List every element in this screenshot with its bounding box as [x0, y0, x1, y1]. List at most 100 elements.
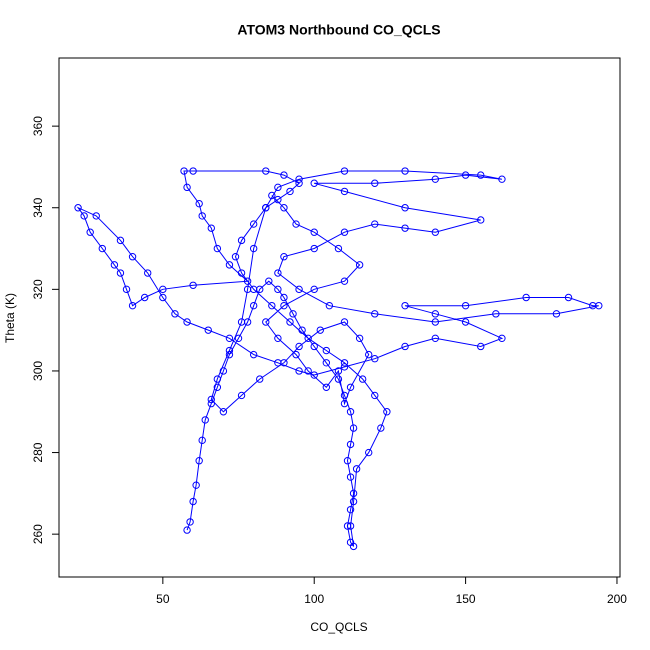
data-point — [292, 220, 300, 228]
data-point — [144, 269, 152, 277]
data-point — [243, 285, 252, 294]
data-point — [310, 179, 318, 187]
data-point — [274, 183, 282, 192]
data-point — [207, 399, 215, 408]
data-point — [159, 293, 167, 302]
data-point — [349, 497, 358, 506]
data-point — [213, 383, 222, 391]
data-point — [262, 167, 270, 175]
y-tick-label: 280 — [31, 442, 45, 462]
data-point — [355, 261, 364, 269]
data-point — [274, 269, 282, 277]
data-point — [461, 318, 470, 326]
x-tick-label: 200 — [607, 592, 627, 606]
y-tick-label: 300 — [31, 361, 45, 381]
data-point — [383, 408, 391, 416]
data-point — [346, 522, 355, 530]
data-point — [204, 326, 212, 334]
data-point — [334, 244, 343, 253]
data-point — [195, 199, 203, 208]
data-point — [183, 183, 191, 192]
data-point — [431, 175, 440, 183]
data-point — [401, 224, 409, 232]
data-point — [192, 481, 200, 489]
data-point — [237, 318, 246, 326]
data-point — [237, 236, 246, 245]
data-point — [334, 375, 343, 383]
data-point — [92, 212, 100, 220]
data-point — [207, 395, 215, 404]
data-point — [110, 261, 119, 269]
data-point — [225, 350, 234, 359]
data-point — [268, 301, 276, 310]
data-point — [310, 285, 318, 294]
data-point — [355, 334, 364, 343]
data-point — [498, 175, 506, 183]
data-point — [249, 350, 258, 359]
data-point — [98, 244, 106, 253]
y-tick-label: 320 — [31, 279, 45, 299]
data-point — [340, 399, 349, 408]
data-point — [86, 228, 94, 236]
data-point — [340, 167, 349, 175]
data-point — [431, 318, 440, 326]
data-point — [280, 204, 288, 212]
data-point — [231, 253, 240, 261]
data-point — [522, 293, 530, 302]
data-point — [280, 301, 288, 310]
data-point — [552, 310, 561, 318]
data-point — [128, 301, 137, 310]
data-point — [340, 228, 349, 236]
data-point — [265, 277, 273, 285]
y-tick-label: 360 — [31, 116, 45, 136]
data-point — [477, 171, 485, 179]
data-point — [431, 228, 440, 236]
data-point — [431, 310, 440, 318]
data-point — [322, 359, 331, 367]
data-point — [349, 424, 358, 432]
x-tick-label: 100 — [304, 592, 324, 606]
data-point — [401, 204, 409, 212]
data-point — [189, 497, 197, 506]
data-point — [189, 167, 197, 175]
data-point — [116, 236, 125, 245]
data-point — [371, 391, 379, 400]
data-point — [122, 285, 131, 294]
data-point — [349, 489, 358, 498]
data-point — [322, 346, 331, 355]
data-point — [325, 301, 334, 310]
data-point — [249, 220, 258, 228]
data-point — [213, 244, 222, 253]
data-point — [183, 318, 191, 326]
data-point — [198, 212, 206, 220]
data-point — [249, 301, 258, 310]
data-point — [304, 367, 312, 375]
data-point — [225, 261, 234, 269]
data-point — [358, 375, 367, 383]
data-point — [128, 253, 137, 261]
data-point — [401, 301, 409, 310]
data-point — [477, 216, 485, 224]
data-point — [256, 375, 264, 383]
data-point — [280, 293, 288, 302]
data-point — [207, 224, 215, 232]
data-point — [286, 318, 294, 326]
data-point — [237, 269, 246, 277]
x-tick-label: 150 — [456, 592, 476, 606]
data-point — [201, 416, 209, 424]
data-point — [268, 191, 276, 200]
data-point — [80, 212, 88, 220]
chart-title: ATOM3 Northbound CO_QCLS — [237, 22, 440, 38]
data-point — [492, 310, 500, 318]
data-point — [340, 391, 349, 400]
data-point — [237, 391, 246, 400]
data-point — [310, 371, 318, 379]
data-point — [180, 167, 188, 175]
x-axis-label: CO_QCLS — [310, 620, 367, 634]
data-point — [340, 187, 349, 196]
y-axis-label: Theta (K) — [3, 293, 17, 343]
data-point — [159, 285, 167, 294]
data-point — [292, 350, 300, 359]
data-point — [461, 301, 470, 310]
